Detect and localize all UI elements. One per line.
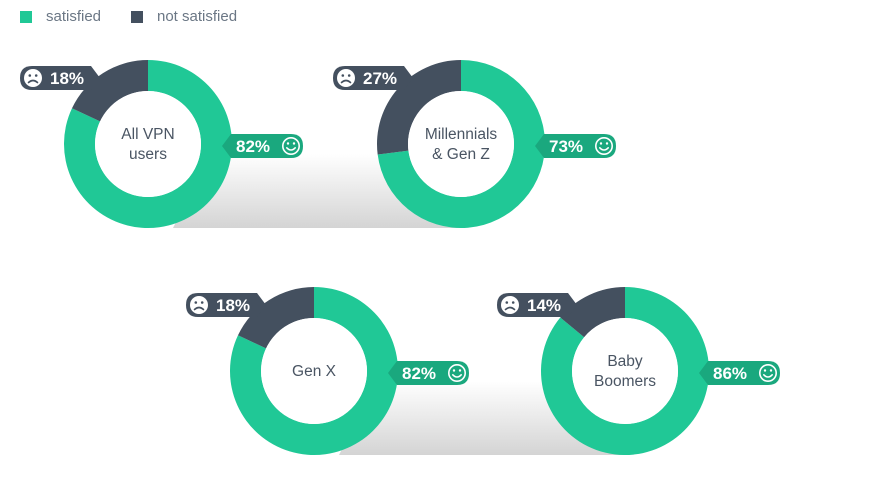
donut-hole <box>95 91 201 197</box>
slice-not-satisfied <box>560 287 625 338</box>
legend-label-satisfied: satisfied <box>46 8 102 25</box>
badge-satisfied: 86% <box>699 361 780 385</box>
badge-not-satisfied-value: 18% <box>216 296 250 315</box>
donut-chart-2: Millennials & Gen Z 73% 27% <box>333 59 616 228</box>
slice-satisfied <box>64 60 233 229</box>
badge-not-satisfied: 18% <box>186 293 266 317</box>
badge-not-satisfied-value: 14% <box>527 296 561 315</box>
smiley-face-icon <box>281 137 300 156</box>
donut-center-label: Boomers <box>594 373 656 390</box>
badge-satisfied-value: 73% <box>549 137 583 156</box>
smiley-face-icon <box>447 363 466 382</box>
donut-hole <box>408 91 514 197</box>
donut-center-label: users <box>129 146 167 163</box>
sad-face-icon <box>337 69 355 87</box>
slice-satisfied <box>541 287 709 456</box>
donut-center-label: Millennials <box>425 126 498 143</box>
sad-face-icon <box>501 296 519 314</box>
badge-not-satisfied-bg <box>20 66 100 90</box>
badge-satisfied-bg <box>699 361 780 385</box>
legend-item-satisfied: satisfied <box>20 8 101 25</box>
sad-face-icon <box>24 69 42 87</box>
legend-swatch-not-satisfied <box>131 10 143 23</box>
badge-satisfied-value: 86% <box>713 364 747 383</box>
donut-chart-3: Gen X 82% 18% <box>186 287 469 456</box>
legend-swatch-satisfied <box>20 10 32 23</box>
sad-face-icon <box>190 296 208 314</box>
badge-not-satisfied: 14% <box>497 293 577 317</box>
donut-hole <box>261 318 367 424</box>
badge-not-satisfied-bg <box>333 66 413 90</box>
donut-hole <box>572 318 678 424</box>
slice-satisfied <box>229 287 398 456</box>
donut-center-label: & Gen Z <box>432 146 490 163</box>
badge-satisfied-bg <box>535 134 616 158</box>
smiley-face-icon <box>758 363 777 382</box>
smiley-face-icon <box>594 137 613 156</box>
badge-satisfied-value: 82% <box>236 137 270 156</box>
legend-label-not-satisfied: not satisfied <box>157 8 238 25</box>
badge-satisfied: 82% <box>222 134 303 158</box>
badge-satisfied: 73% <box>535 134 616 158</box>
badge-not-satisfied-value: 18% <box>50 69 84 88</box>
slice-not-satisfied <box>237 287 314 349</box>
donut-chart-4: Baby Boomers 86% 14% <box>497 287 780 456</box>
slice-not-satisfied <box>376 59 461 155</box>
badge-satisfied-bg <box>388 361 469 385</box>
badge-satisfied-value: 82% <box>402 364 436 383</box>
legend-item-not-satisfied: not satisfied <box>131 8 237 25</box>
slice-satisfied <box>377 60 545 228</box>
donut-chart-1: All VPN users 82% 18% <box>20 60 303 229</box>
badge-satisfied-bg <box>222 134 303 158</box>
badge-satisfied: 82% <box>388 361 469 385</box>
badge-not-satisfied-bg <box>497 293 577 317</box>
slice-not-satisfied <box>71 60 148 122</box>
donut-center-label: Gen X <box>292 363 337 380</box>
badge-not-satisfied: 27% <box>333 66 413 90</box>
donut-center-label: Baby <box>607 353 643 370</box>
badge-not-satisfied: 18% <box>20 66 100 90</box>
badge-not-satisfied-bg <box>186 293 266 317</box>
donut-center-label: All VPN <box>121 126 174 143</box>
badge-not-satisfied-value: 27% <box>363 69 397 88</box>
